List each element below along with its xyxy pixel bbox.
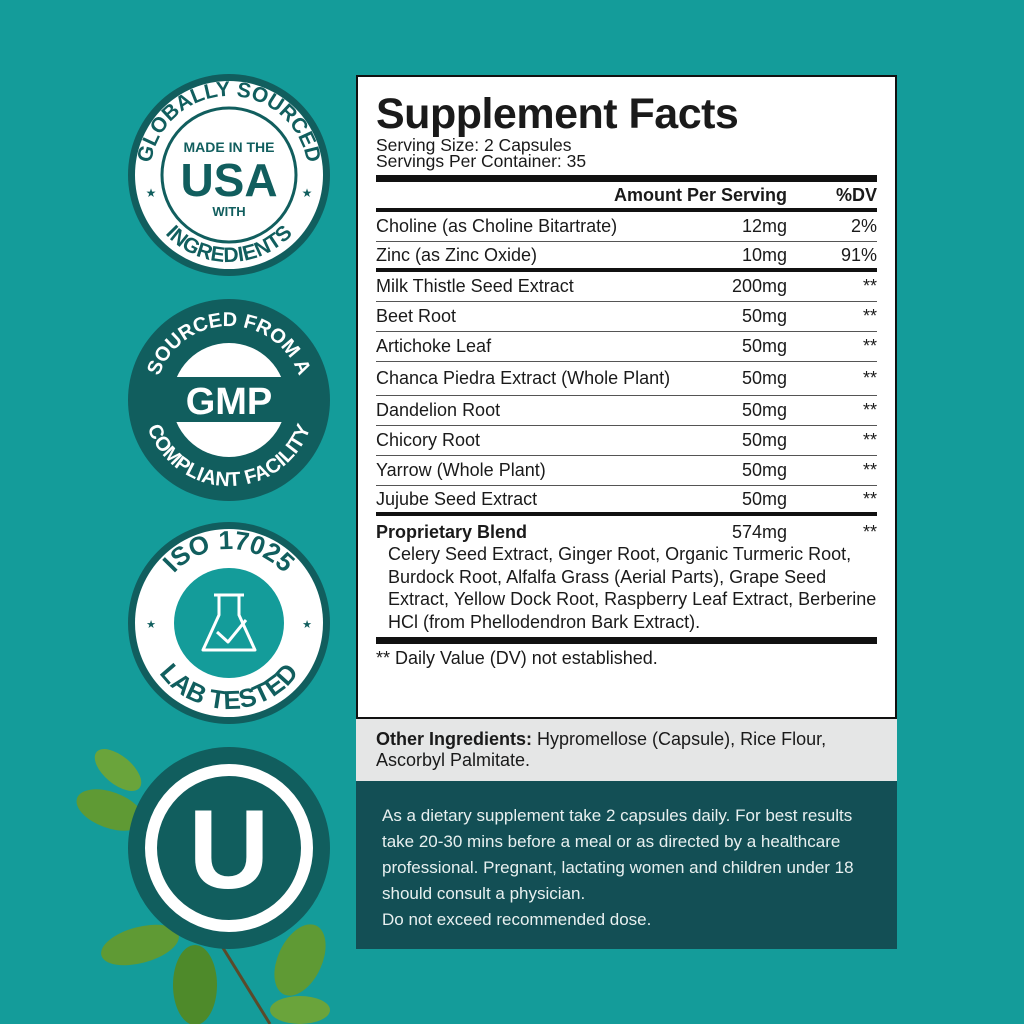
blend-dv: **: [862, 522, 877, 542]
supplement-panel: Supplement Facts Serving Size: 2 Capsule…: [356, 75, 897, 949]
dv-footnote: ** Daily Value (DV) not established.: [376, 637, 877, 669]
nutrient-row: Jujube Seed Extract 50mg **: [376, 486, 877, 516]
nutrient-row: Beet Root 50mg **: [376, 302, 877, 332]
nutrient-row: Yarrow (Whole Plant) 50mg **: [376, 456, 877, 486]
facts-title: Supplement Facts: [376, 90, 739, 138]
nutrient-amount: 50mg: [741, 460, 787, 480]
supplement-facts: Supplement Facts Serving Size: 2 Capsule…: [356, 75, 897, 719]
leaf-decoration: [76, 749, 330, 1024]
nutrient-dv: 91%: [840, 244, 877, 265]
nutrient-name: Yarrow (Whole Plant): [376, 460, 546, 480]
directions-warning: Do not exceed recommended dose.: [382, 910, 652, 929]
nutrient-row: Zinc (as Zinc Oxide) 10mg 91%: [376, 242, 877, 272]
nutrient-name: Chicory Root: [376, 430, 481, 450]
nutrient-dv: **: [862, 336, 877, 356]
usa-line1: MADE IN THE: [184, 139, 275, 155]
nutrient-amount: 12mg: [741, 216, 787, 236]
kosher-ou-badge: U: [128, 747, 330, 949]
amount-header: Amount Per Serving: [613, 184, 787, 205]
nutrient-amount: 50mg: [741, 400, 787, 420]
made-in-usa-badge: GLOBALLY SOURCED INGREDIENTS MADE IN THE…: [128, 74, 330, 276]
nutrient-dv: **: [862, 400, 877, 420]
nutrient-amount: 50mg: [741, 368, 787, 388]
nutrient-row: Choline (as Choline Bitartrate) 12mg 2%: [376, 212, 877, 242]
nutrient-name: Chanca Piedra Extract (Whole Plant): [376, 368, 671, 388]
gmp-badge: GMP SOURCED FROM A COMPLIANT FACILITY: [128, 299, 330, 501]
blend-ingredients: Celery Seed Extract, Ginger Root, Organi…: [388, 544, 877, 632]
servings-per-container: Servings Per Container: 35: [376, 151, 587, 171]
flask-check-icon: [201, 593, 257, 652]
nutrient-dv: **: [862, 276, 877, 296]
svg-text:★: ★: [146, 619, 156, 631]
svg-text:★: ★: [302, 619, 312, 631]
star-icon: ★: [302, 186, 313, 200]
directions: As a dietary supplement take 2 capsules …: [356, 781, 897, 949]
ou-letter: U: [189, 787, 270, 912]
nutrient-amount: 10mg: [741, 244, 787, 265]
nutrient-name: Jujube Seed Extract: [376, 488, 538, 509]
nutrient-dv: **: [862, 306, 877, 326]
nutrient-row: Artichoke Leaf 50mg **: [376, 332, 877, 362]
nutrient-name: Beet Root: [376, 306, 457, 326]
other-text: Hypromellose (Capsule), Rice Flour, Asco…: [376, 729, 827, 770]
gmp-big: GMP: [186, 381, 273, 423]
directions-text: As a dietary supplement take 2 capsules …: [382, 806, 854, 903]
nutrient-amount: 50mg: [741, 306, 787, 326]
nutrient-amount: 200mg: [731, 276, 787, 296]
iso-lab-tested-badge: ISO 17025 LAB TESTED ★ ★: [128, 522, 330, 724]
usa-line2: WITH: [212, 204, 245, 219]
nutrient-name: Milk Thistle Seed Extract: [376, 276, 574, 296]
star-icon: ★: [146, 186, 157, 200]
nutrient-amount: 50mg: [741, 336, 787, 356]
proprietary-blend: Proprietary Blend 574mg ** Celery Seed E…: [376, 516, 877, 637]
nutrient-amount: 50mg: [741, 488, 787, 509]
blend-name: Proprietary Blend: [376, 522, 528, 542]
nutrient-row: Chanca Piedra Extract (Whole Plant) 50mg *…: [376, 362, 877, 396]
nutrient-amount: 50mg: [741, 430, 787, 450]
badges: GLOBALLY SOURCED INGREDIENTS MADE IN THE…: [76, 74, 330, 1024]
nutrient-name: Choline (as Choline Bitartrate): [376, 216, 618, 236]
nutrient-name: Zinc (as Zinc Oxide): [376, 244, 538, 265]
blend-amount: 574mg: [731, 522, 787, 542]
nutrient-dv: **: [862, 430, 877, 450]
other-ingredients: Other Ingredients: Hypromellose (Capsule…: [356, 719, 897, 781]
nutrient-dv: **: [862, 460, 877, 480]
serving-size: Serving Size: 2 Capsules: [376, 135, 572, 155]
other-label: Other Ingredients:: [376, 729, 533, 749]
facts-header: Amount Per Serving %DV: [376, 182, 877, 212]
nutrient-dv: 2%: [850, 216, 877, 236]
nutrient-name: Artichoke Leaf: [376, 336, 492, 356]
nutrient-dv: **: [862, 488, 877, 509]
nutrient-row: Dandelion Root 50mg **: [376, 396, 877, 426]
nutrient-name: Dandelion Root: [376, 400, 501, 420]
nutrient-row: Milk Thistle Seed Extract 200mg **: [376, 272, 877, 302]
nutrient-dv: **: [862, 368, 877, 388]
nutrient-row: Chicory Root 50mg **: [376, 426, 877, 456]
usa-big: USA: [180, 154, 277, 206]
dv-header: %DV: [835, 184, 877, 205]
